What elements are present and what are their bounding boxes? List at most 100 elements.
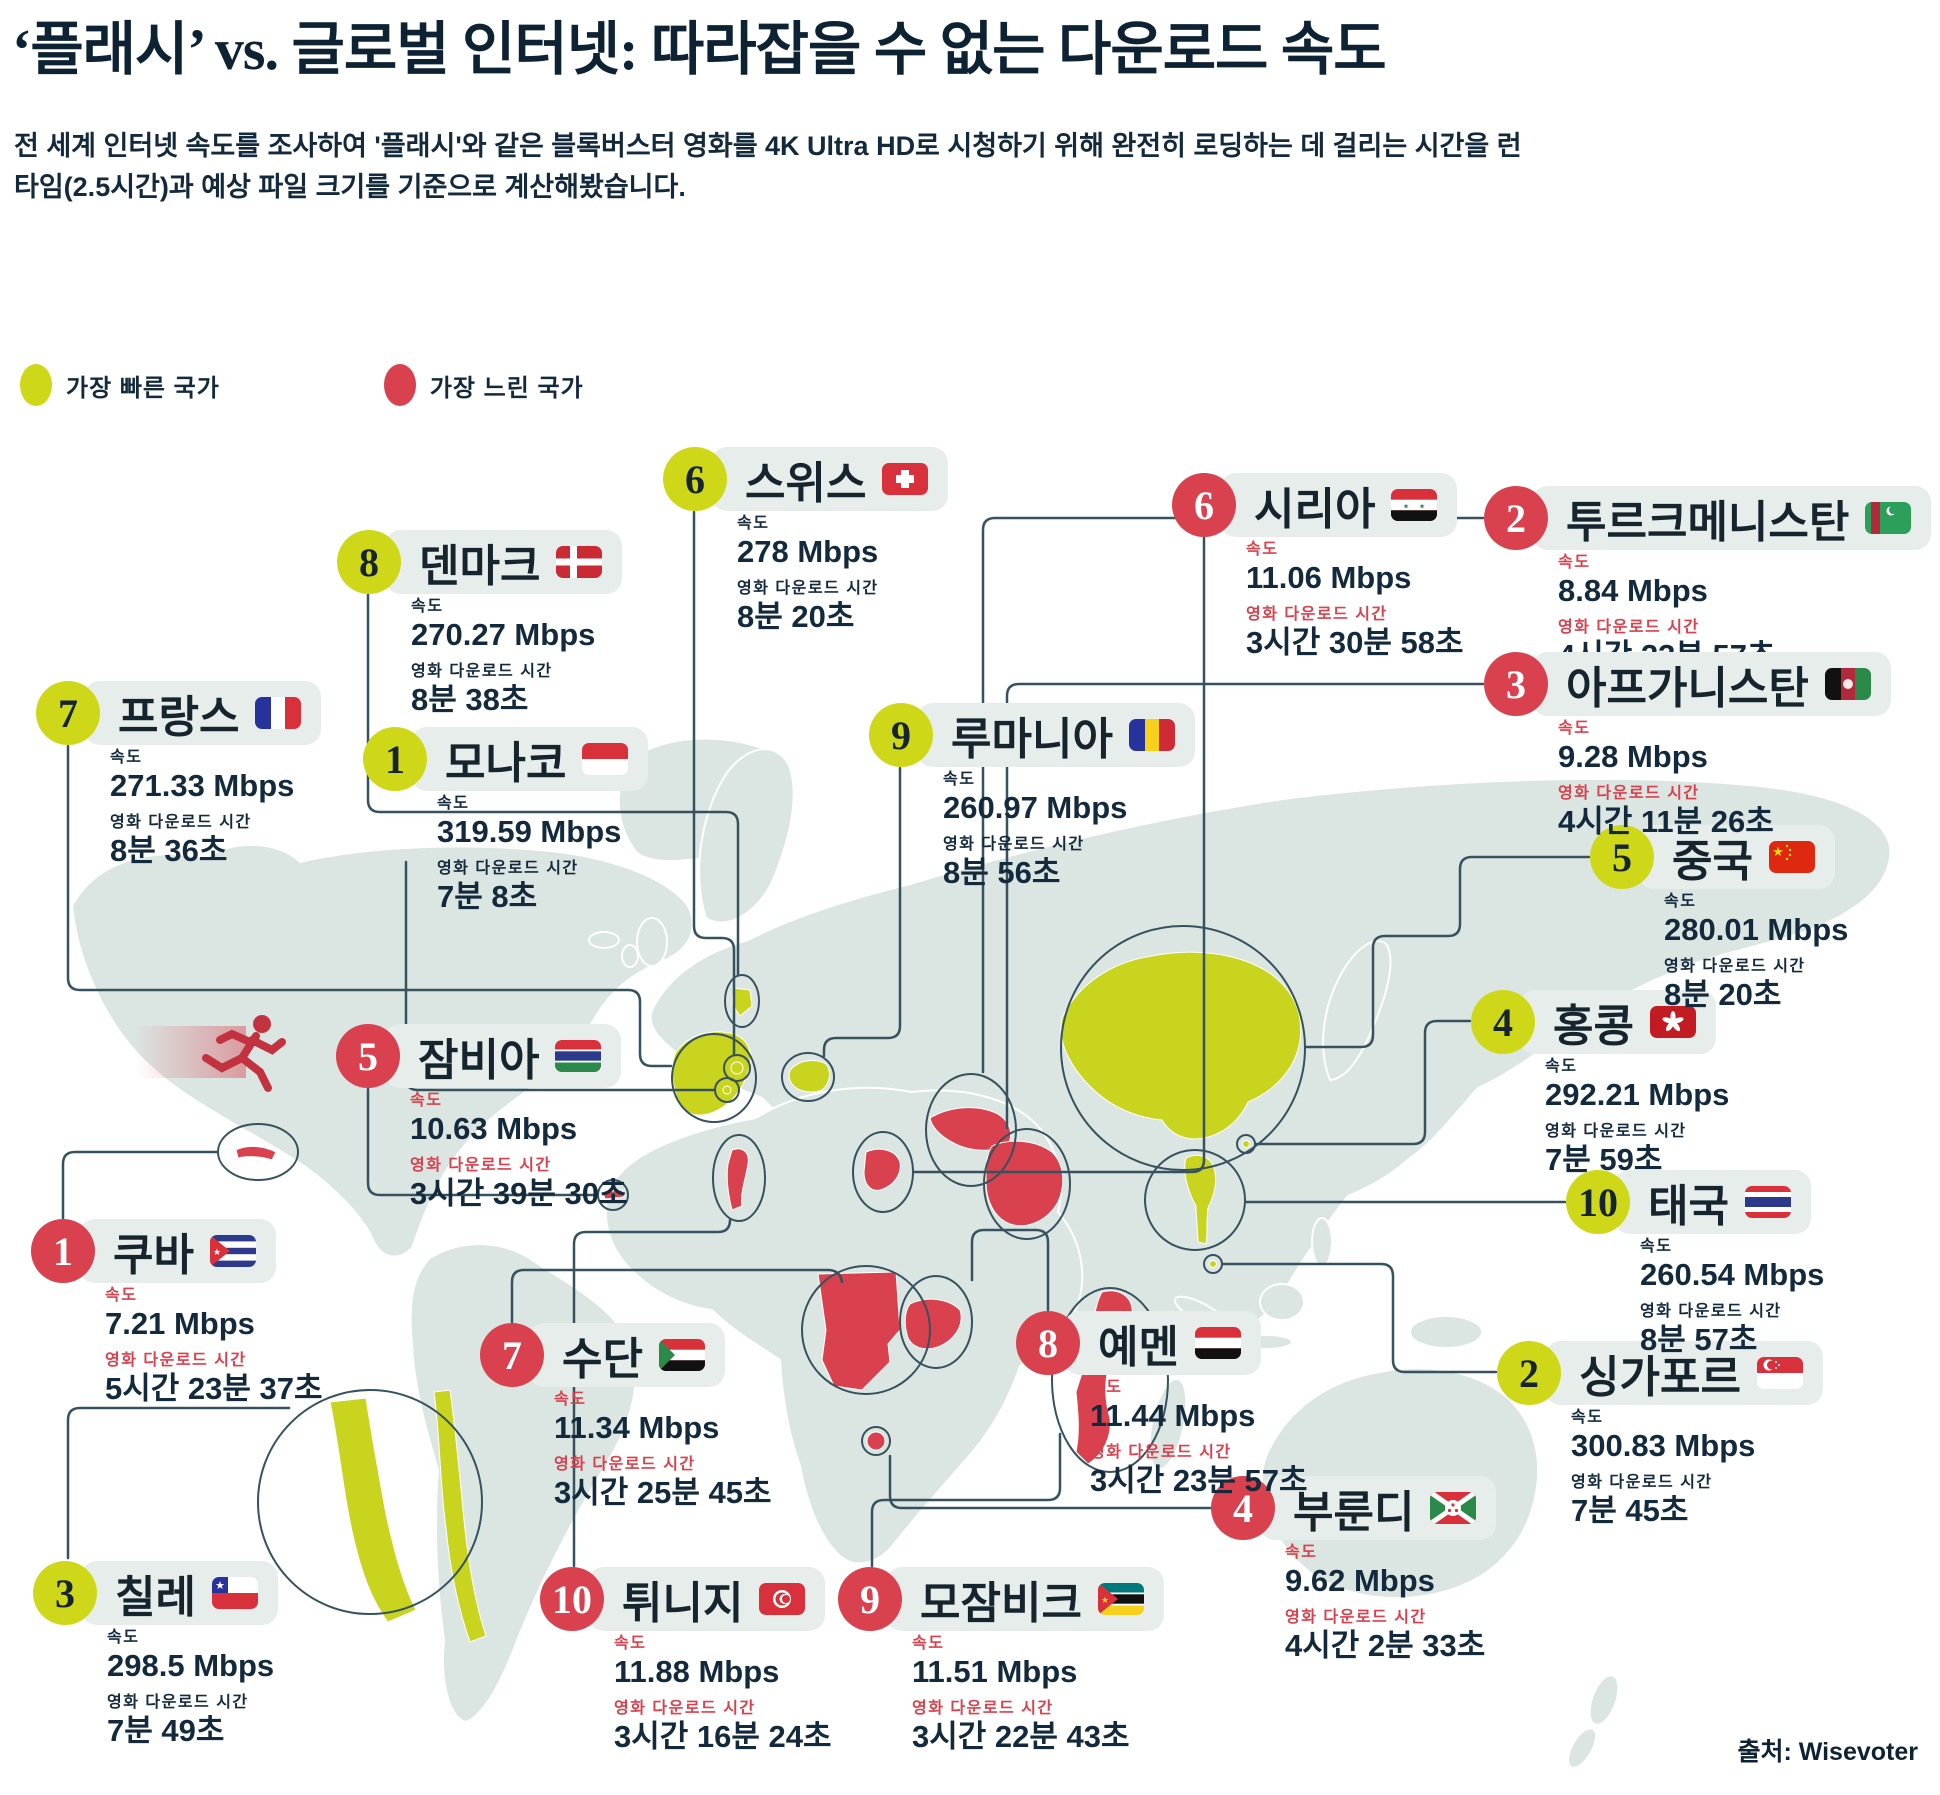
download-time-value: 3시간 23분 57초 [1090, 1463, 1308, 1499]
speed-label: 속도 [437, 795, 470, 812]
circle-mozambique [1051, 1287, 1169, 1473]
connector-denmark [366, 593, 740, 976]
speed-value: 10.63 Mbps [410, 1111, 578, 1146]
download-time-label: 영화 다운로드 시간 [1571, 1474, 1713, 1492]
download-time-value: 8분 56초 [943, 855, 1061, 891]
country-pill: 모나코 [411, 727, 649, 791]
yemen-flag [1194, 1327, 1241, 1359]
map-madagascar [1148, 1377, 1188, 1471]
country-pill: 칠레 ★ [81, 1561, 278, 1625]
country-name: 싱가포르 [1579, 1353, 1741, 1402]
map-country-afghanistan [985, 1140, 1064, 1227]
speed-value: 300.83 Mbps [1571, 1428, 1756, 1463]
country-pill: 홍콩 [1519, 990, 1716, 1054]
svg-text:★: ★ [213, 1247, 221, 1257]
speed-value: 260.97 Mbps [943, 790, 1128, 825]
download-time-label: 영화 다운로드 시간 [1558, 619, 1700, 637]
speed-label: 속도 [411, 598, 444, 615]
speed-label: 속도 [110, 749, 143, 766]
download-time-label: 영화 다운로드 시간 [105, 1352, 247, 1370]
speed-label: 속도 [1571, 1409, 1604, 1426]
download-time-value: 8분 38초 [411, 682, 529, 718]
rank-badge: 8 [337, 530, 401, 594]
country-name: 칠레 [115, 1573, 196, 1622]
connector-mozambique [870, 1432, 1062, 1568]
connector-zambia [366, 1087, 599, 1197]
rank-badge: 9 [869, 703, 933, 767]
svg-text:★: ★ [1403, 503, 1409, 511]
country-callout-af-slow: 3 아프가니스탄 속도 9.28 Mbps 영화 다운로드 시간 4시간 11분… [1484, 652, 1891, 851]
speed-value: 11.44 Mbps [1090, 1398, 1256, 1433]
country-name: 태국 [1648, 1182, 1729, 1231]
download-time-value: 3시간 30분 58초 [1246, 625, 1464, 661]
country-name: 루마니아 [951, 715, 1113, 764]
svg-text:★: ★ [215, 1580, 225, 1592]
map-country-hong-kong [1242, 1140, 1250, 1148]
country-callout-sd-slow: 7 수단 속도 11.34 Mbps 영화 다운로드 시간 3시간 25분 45… [480, 1323, 772, 1522]
map-country-yemen [904, 1298, 962, 1350]
speed-label: 속도 [912, 1635, 945, 1652]
map-country-tunisia [726, 1148, 749, 1211]
speed-label: 속도 [1558, 554, 1591, 571]
country-callout-fr-fast: 7 프랑스 속도 271.33 Mbps 영화 다운로드 시간 8분 36초 [36, 681, 322, 880]
download-time-value: 4시간 2분 33초 [1285, 1628, 1486, 1664]
map-britain [636, 917, 668, 967]
download-time-label: 영화 다운로드 시간 [1545, 1123, 1687, 1141]
speed-label: 속도 [943, 771, 976, 788]
country-pill: 예멘 [1064, 1311, 1261, 1375]
download-time-label: 영화 다운로드 시간 [1640, 1303, 1782, 1321]
download-time-label: 영화 다운로드 시간 [107, 1694, 249, 1712]
connector-afghanistan [1005, 682, 1485, 1130]
download-time-label: 영화 다운로드 시간 [912, 1700, 1054, 1718]
speed-label: 속도 [107, 1629, 140, 1646]
download-time-value: 3시간 25분 45초 [554, 1475, 772, 1511]
chile-flag: ★ [211, 1577, 258, 1609]
speed-label: 속도 [554, 1391, 587, 1408]
rank-badge: 8 [1016, 1311, 1080, 1375]
country-pill: 잠비아 [384, 1024, 622, 1088]
rank-badge: 3 [1484, 652, 1548, 716]
speed-label: 속도 [105, 1287, 138, 1304]
connector-sudan [510, 1268, 844, 1324]
speed-label: 속도 [1285, 1544, 1318, 1561]
country-callout-ch-fast: 6 스위스 속도 278 Mbps 영화 다운로드 시간 8분 20초 [663, 447, 949, 646]
slowest-legend-label: 가장 느린 국가 [429, 374, 584, 402]
download-time-label: 영화 다운로드 시간 [1090, 1444, 1232, 1462]
circle-afghanistan [983, 1128, 1071, 1240]
map-iceland [588, 931, 620, 949]
circle-china [1060, 925, 1306, 1171]
map-country-singapore [1209, 1260, 1217, 1268]
romania-flag [1128, 719, 1175, 751]
download-time-label: 영화 다운로드 시간 [554, 1456, 696, 1474]
circle-denmark [724, 974, 760, 1028]
download-time-value: 3시간 39분 30초 [410, 1176, 628, 1212]
country-pill: 스위스 [711, 447, 949, 511]
circle-burundi [861, 1426, 891, 1456]
download-time-value: 4시간 11분 26초 [1558, 804, 1774, 840]
country-name: 예멘 [1098, 1323, 1179, 1372]
cuba-flag: ★ [209, 1235, 256, 1267]
rank-badge: 2 [1484, 486, 1548, 550]
download-time-value: 5시간 23분 37초 [105, 1371, 323, 1407]
circle-tunisia [712, 1134, 766, 1222]
speed-value: 298.5 Mbps [107, 1648, 275, 1683]
speed-value: 11.06 Mbps [1246, 560, 1412, 595]
thailand-flag [1744, 1186, 1791, 1218]
country-callout-th-fast: 10 태국 속도 260.54 Mbps 영화 다운로드 시간 8분 57초 [1566, 1170, 1824, 1369]
download-time-label: 영화 다운로드 시간 [411, 663, 553, 681]
speed-value: 271.33 Mbps [110, 768, 295, 803]
speed-label: 속도 [1558, 720, 1591, 737]
country-pill: 모잠비크 ★ [886, 1567, 1164, 1631]
country-name: 튀니지 [622, 1579, 744, 1628]
speed-label: 속도 [737, 515, 770, 532]
download-time-value: 8분 20초 [737, 599, 855, 635]
connector-hong-kong [1254, 1019, 1472, 1146]
map-country-monaco [722, 1085, 732, 1095]
connector-singapore [1221, 1262, 1498, 1374]
download-time-label: 영화 다운로드 시간 [110, 814, 252, 832]
svg-text:★: ★ [1419, 503, 1425, 511]
download-time-value: 7분 45초 [1571, 1493, 1689, 1529]
slowest-legend-dot-icon [383, 364, 416, 406]
map-country-france [671, 1031, 752, 1116]
circle-yemen [899, 1275, 973, 1369]
